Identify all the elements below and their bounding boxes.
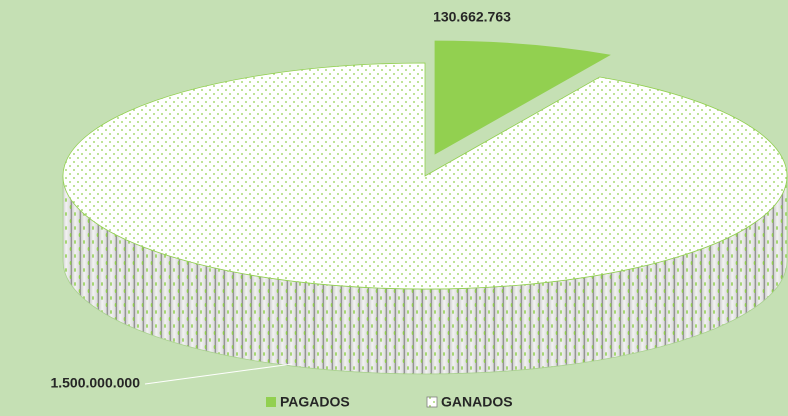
legend-label: PAGADOS bbox=[280, 394, 350, 410]
slice bbox=[62, 62, 788, 290]
data-label: 1.500.000.000 bbox=[50, 375, 140, 391]
leader-line bbox=[144, 363, 292, 385]
legend-label: GANADOS bbox=[441, 394, 513, 410]
slice bbox=[434, 40, 611, 155]
data-label: 130.662.763 bbox=[433, 9, 511, 25]
legend-swatch bbox=[266, 397, 276, 407]
legend-swatch bbox=[426, 396, 438, 408]
